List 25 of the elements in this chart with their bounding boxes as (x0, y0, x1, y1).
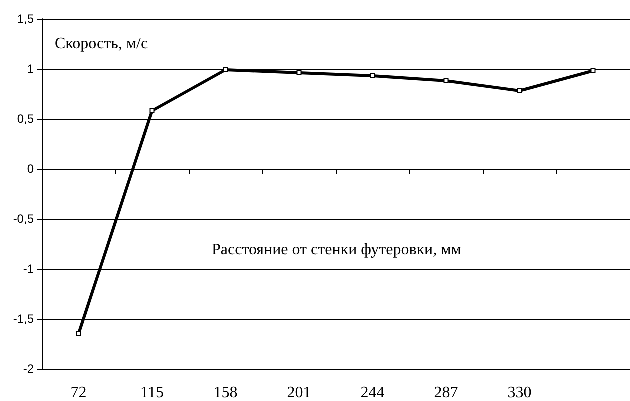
y-tick-label: 0,5 (17, 112, 34, 126)
x-tick-label: 201 (287, 384, 312, 401)
x-tick-label: 72 (70, 384, 87, 401)
point (590, 68, 596, 74)
point (370, 74, 376, 78)
y-tick-label: 0 (27, 162, 34, 176)
point (150, 108, 155, 114)
y-tick-label: -1,5 (13, 312, 34, 326)
x-tick-label: 330 (508, 384, 532, 401)
y-tick-label: -1 (23, 262, 34, 276)
point (76, 332, 82, 336)
x-tick-label: 115 (140, 384, 164, 401)
y-tick-label: 1 (27, 62, 34, 76)
y-tick-label: -0,5 (13, 212, 34, 226)
y-axis-title: Скорость, м/с (55, 36, 148, 52)
x-axis-title: Расстояние от стенки футеровки, мм (212, 242, 462, 258)
point (296, 70, 302, 76)
y-tick-label: -2 (23, 362, 34, 376)
y-tick-label: 1,5 (17, 12, 34, 26)
x-tick-label: 158 (214, 384, 238, 401)
point (517, 88, 522, 94)
x-tick-label: 287 (434, 384, 458, 401)
point (444, 78, 449, 84)
x-tick-label: 244 (360, 384, 385, 401)
point (223, 68, 228, 72)
